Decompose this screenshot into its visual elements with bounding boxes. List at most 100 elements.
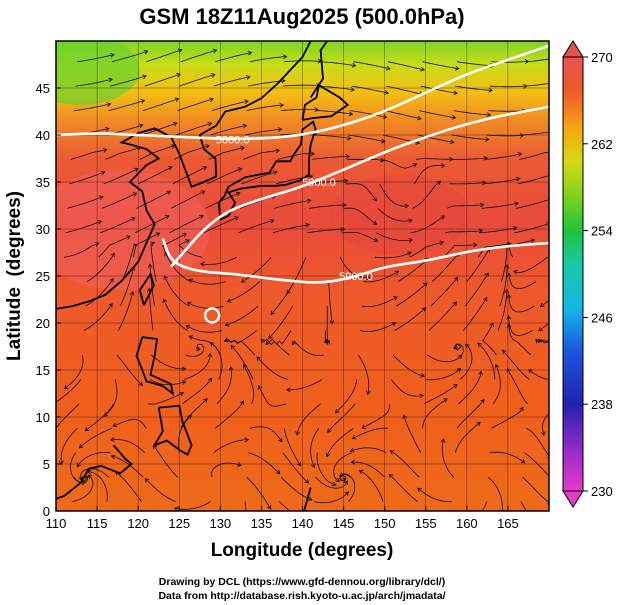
coastline [56, 444, 134, 500]
streamline-arrow [358, 469, 364, 475]
streamline [163, 299, 188, 331]
streamline-arrow [108, 303, 113, 308]
streamline-arrow [125, 235, 131, 240]
streamline [446, 204, 484, 209]
streamline-arrow [385, 65, 391, 71]
streamline [456, 399, 485, 429]
streamline-arrow [506, 293, 512, 299]
streamline [352, 427, 389, 439]
streamline [508, 273, 537, 290]
streamline-arrow [166, 190, 172, 195]
streamline-arrow [588, 504, 592, 508]
streamline [524, 452, 549, 477]
streamline [210, 125, 247, 136]
streamline [353, 61, 390, 70]
streamline [379, 183, 409, 207]
streamline [108, 100, 145, 111]
streamline-arrow [108, 77, 113, 83]
streamline-arrow [439, 240, 445, 246]
streamline-arrow [138, 123, 144, 129]
streamline [528, 369, 549, 380]
streamline [153, 444, 178, 478]
streamline-arrow [99, 195, 104, 200]
streamline-arrow [515, 176, 521, 182]
streamline [351, 85, 389, 94]
streamline [542, 413, 549, 436]
streamline-arrow [372, 220, 378, 225]
streamline [101, 192, 137, 209]
y-tick-label: 5 [43, 457, 50, 472]
streamline [317, 85, 355, 91]
streamline-arrow [484, 272, 489, 277]
streamline [318, 61, 356, 67]
streamline-arrow [179, 392, 185, 397]
streamline-arrow [172, 121, 178, 127]
green-patch [56, 41, 140, 105]
contour-label: 5900.0 [302, 177, 336, 189]
streamline-arrow [307, 198, 312, 204]
streamline [422, 61, 459, 70]
streamline-arrow [240, 278, 246, 283]
streamline [538, 338, 549, 344]
y-axis-ticks: 0 5 10 15 20 25 30 35 40 45 [36, 81, 61, 519]
streamline-arrow [506, 315, 512, 320]
streamline [64, 242, 99, 258]
streamline [248, 452, 281, 475]
streamline [519, 151, 549, 160]
streamline [458, 371, 482, 405]
streamline [430, 277, 459, 307]
streamline-arrow [84, 426, 90, 432]
streamline-arrow [102, 147, 108, 153]
streamline-arrow [314, 107, 319, 113]
streamline-arrow [389, 450, 395, 455]
streamline-arrow [412, 163, 418, 168]
streamline-arrow [504, 264, 510, 269]
streamline [182, 377, 213, 405]
streamline-arrow [587, 492, 591, 496]
streamline [277, 153, 315, 160]
streamline [180, 49, 217, 63]
streamline [374, 251, 412, 259]
streamline [499, 264, 508, 307]
streamline [213, 439, 249, 454]
colorbar-tick-label: 238 [591, 397, 613, 412]
streamline-arrow [205, 144, 210, 149]
streamline-arrow [519, 133, 525, 138]
streamline-arrow [540, 431, 546, 437]
streamline-arrow [373, 237, 379, 242]
streamline [142, 98, 179, 111]
streamline-arrow [465, 343, 470, 349]
streamline [516, 199, 549, 209]
streamline-arrow [520, 459, 526, 464]
streamline-arrow [557, 80, 561, 84]
high-pressure-markers [203, 307, 221, 324]
streamline-arrow [394, 270, 400, 275]
streamline [415, 158, 453, 160]
streamline-arrow [228, 366, 234, 371]
streamline [395, 282, 428, 307]
streamline [376, 232, 413, 242]
streamline [284, 60, 322, 63]
streamline-arrow [453, 276, 459, 282]
streamline-arrow [100, 170, 106, 176]
streamline-arrow [210, 73, 216, 78]
streamline-arrow [361, 424, 367, 429]
streamline-arrow [538, 326, 543, 332]
streamline [286, 379, 323, 391]
streamline-arrow [103, 412, 109, 417]
streamline [177, 98, 214, 111]
streamline [85, 403, 114, 432]
streamline [74, 103, 111, 111]
streamline-arrow [273, 170, 278, 175]
streamline-arrow [185, 325, 191, 330]
streamline-arrow [203, 398, 208, 403]
streamline [522, 476, 549, 503]
streamline-arrow [343, 480, 348, 486]
streamline-arrow [129, 290, 135, 296]
streamline-arrow [269, 218, 275, 224]
x-tick-label: 150 [374, 516, 396, 531]
streamline-arrow [144, 478, 150, 483]
streamline [116, 354, 143, 386]
streamline-arrow [530, 238, 536, 243]
streamline [492, 364, 501, 405]
